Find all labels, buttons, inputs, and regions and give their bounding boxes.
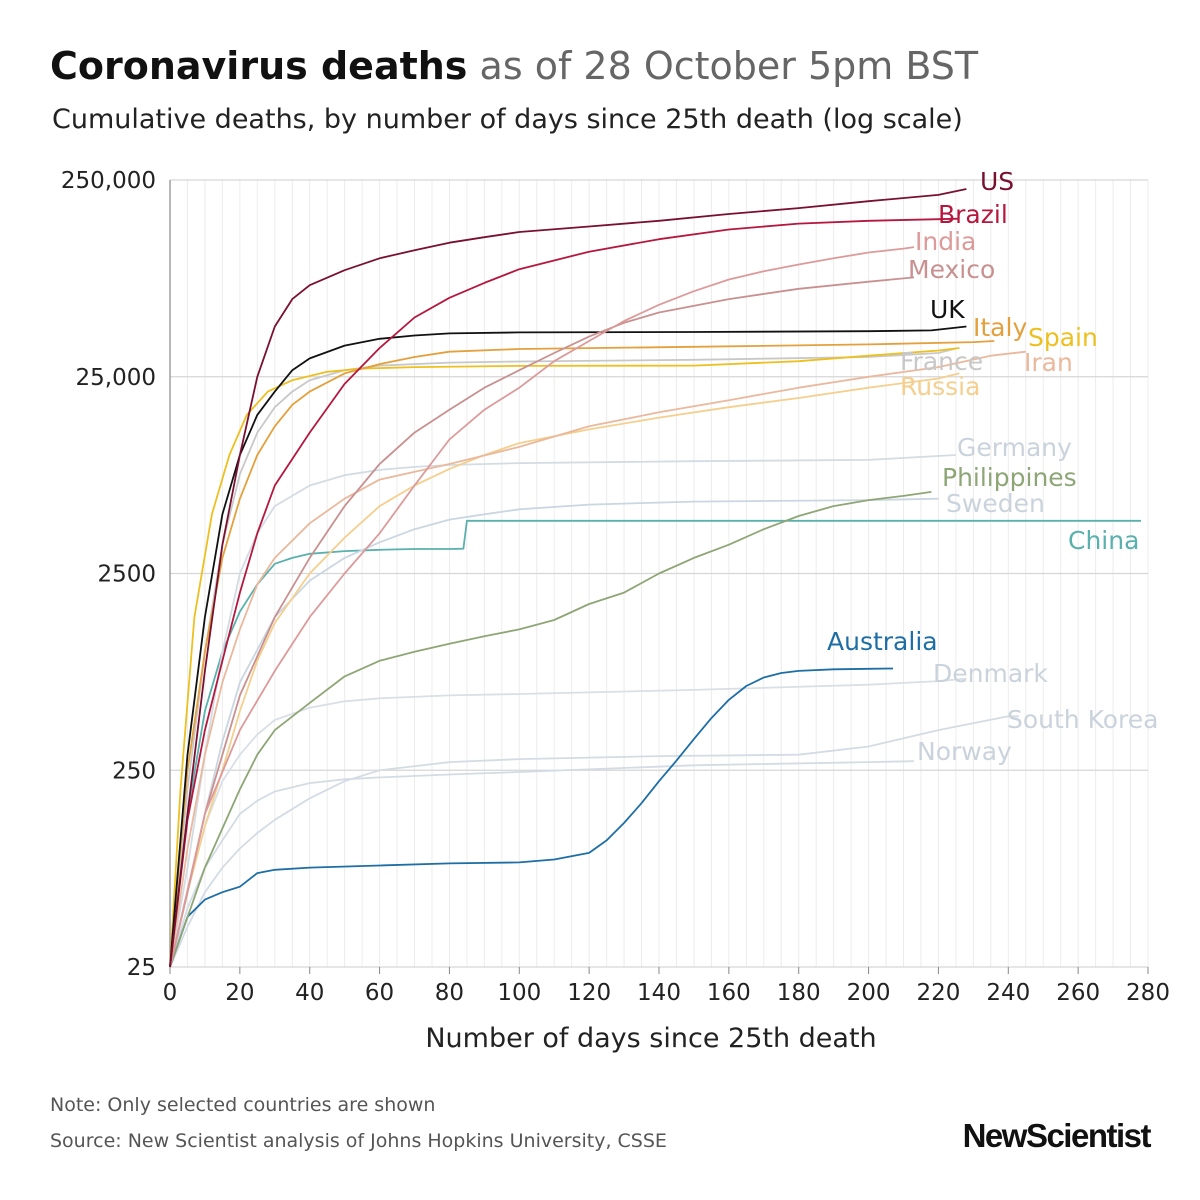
series-label-spain: Spain — [1028, 323, 1098, 352]
x-tick-label: 180 — [777, 980, 821, 1006]
x-tick-label: 260 — [1056, 980, 1100, 1006]
y-tick-label: 25,000 — [76, 365, 156, 391]
series-label-france: France — [900, 347, 983, 376]
chart-title-bold: Coronavirus deaths — [50, 44, 468, 88]
x-tick-label: 200 — [847, 980, 891, 1006]
series-label-norway: Norway — [917, 737, 1012, 766]
series-label-us: US — [980, 167, 1014, 196]
x-tick-label: 280 — [1126, 980, 1170, 1006]
series-line-us — [169, 188, 967, 968]
series-label-russia: Russia — [900, 372, 980, 401]
series-label-philippines: Philippines — [942, 463, 1077, 492]
series-label-brazil: Brazil — [938, 200, 1008, 229]
x-tick-label: 240 — [986, 980, 1030, 1006]
series-line-italy — [169, 340, 995, 968]
series-label-india: India — [915, 227, 976, 256]
chart-subtitle: Cumulative deaths, by number of days sin… — [52, 104, 963, 135]
x-tick-label: 140 — [637, 980, 681, 1006]
chart-source: Source: New Scientist analysis of Johns … — [50, 1130, 667, 1152]
x-axis-label: Number of days since 25th death — [425, 1023, 876, 1054]
x-tick-label: 220 — [916, 980, 960, 1006]
x-tick-label: 40 — [295, 980, 324, 1006]
series-label-china: China — [1068, 526, 1139, 555]
x-tick-label: 60 — [365, 980, 394, 1006]
series-line-germany — [169, 454, 956, 968]
newscientist-logo: NewScientist — [962, 1117, 1152, 1154]
series-label-uk: UK — [930, 295, 965, 324]
chart-note: Note: Only selected countries are shown — [50, 1094, 436, 1116]
series-label-sweden: Sweden — [946, 489, 1045, 518]
series-line-iran — [169, 350, 1026, 968]
series-line-spain — [169, 347, 960, 968]
series-label-iran: Iran — [1024, 348, 1073, 377]
x-tick-label: 100 — [497, 980, 541, 1006]
y-tick-label: 250,000 — [61, 168, 156, 194]
series-line-france — [169, 347, 957, 968]
series-line-india — [169, 246, 915, 968]
series-label-germany: Germany — [957, 433, 1072, 462]
series-label-south-korea: South Korea — [1007, 705, 1158, 734]
x-tick-label: 160 — [707, 980, 751, 1006]
x-tick-label: 0 — [163, 980, 178, 1006]
series-label-mexico: Mexico — [908, 255, 995, 284]
y-tick-label: 25 — [127, 955, 156, 981]
y-tick-label: 2500 — [97, 562, 156, 588]
x-tick-label: 80 — [435, 980, 464, 1006]
chart-title-date: as of 28 October 5pm BST — [479, 44, 979, 88]
series-label-australia: Australia — [827, 627, 938, 656]
y-tick-label: 250 — [112, 758, 156, 784]
x-tick-label: 20 — [225, 980, 254, 1006]
x-tick-label: 120 — [567, 980, 611, 1006]
chart-title: Coronavirus deaths as of 28 October 5pm … — [50, 44, 978, 88]
series-line-sweden — [169, 497, 939, 968]
series-line-south-korea — [169, 715, 1019, 968]
series-line-australia — [169, 667, 894, 968]
series-label-italy: Italy — [973, 313, 1027, 342]
series-line-denmark — [169, 677, 967, 968]
series-line-uk — [169, 325, 967, 968]
series-line-norway — [169, 760, 915, 968]
series-label-denmark: Denmark — [933, 659, 1048, 688]
series-line-china — [169, 519, 1141, 968]
series-line-brazil — [169, 217, 960, 968]
series-line-mexico — [169, 276, 915, 968]
series-line-philippines — [169, 491, 932, 968]
